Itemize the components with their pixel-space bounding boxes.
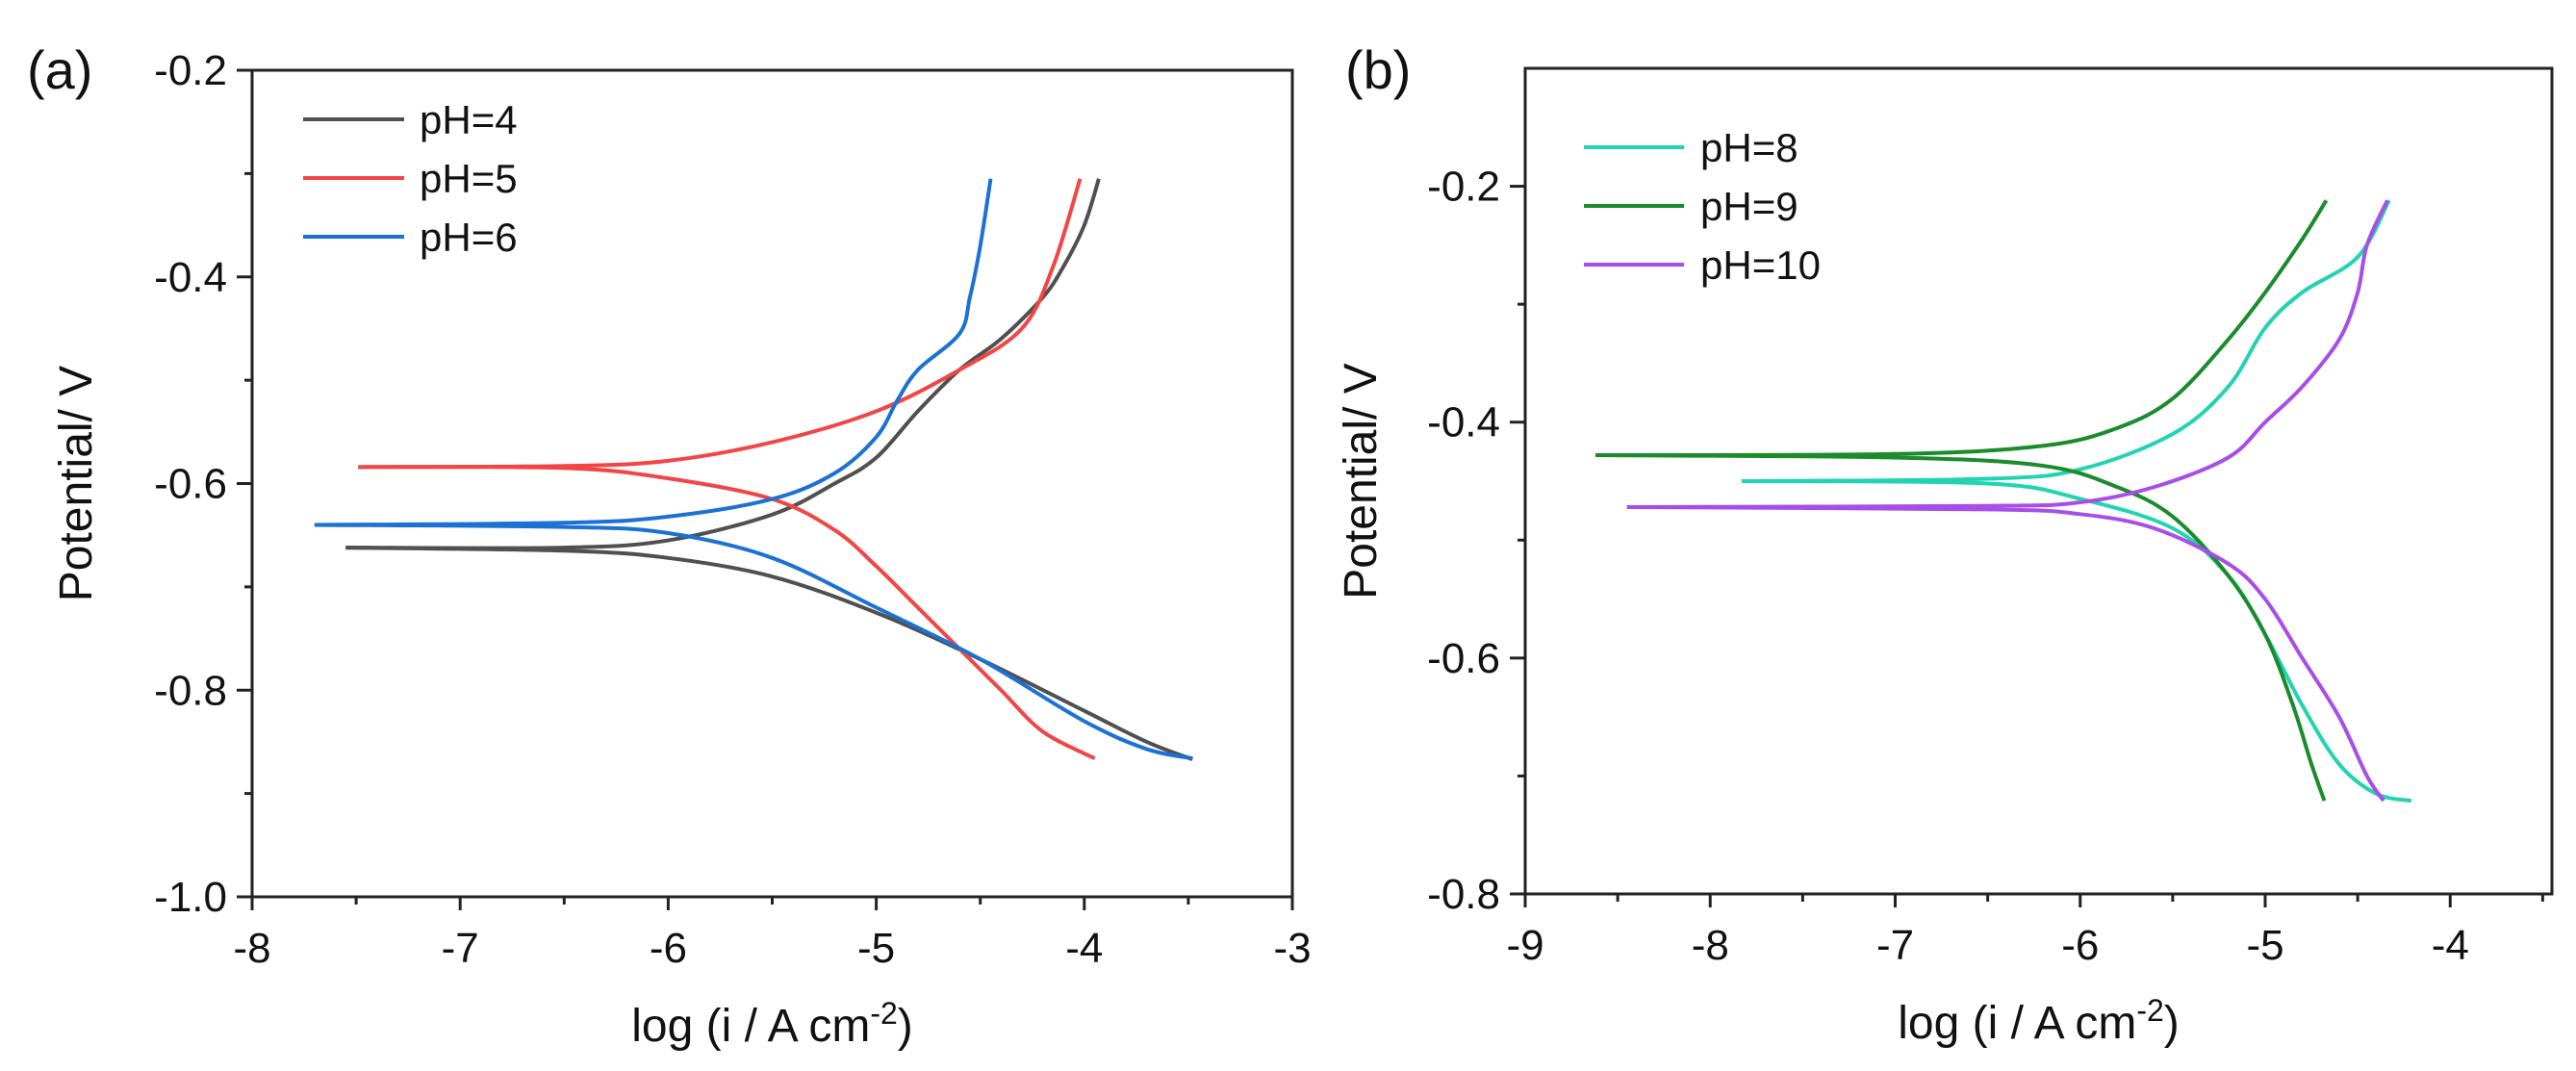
series-pH=6	[314, 178, 1193, 761]
y-tick-label: -0.4	[1427, 399, 1500, 446]
panel-label: (a)	[27, 39, 92, 100]
y-tick-label: -0.8	[154, 667, 227, 714]
x-tick-label: -5	[2246, 922, 2283, 969]
x-tick-label: -9	[1506, 922, 1543, 969]
x-axis-label: log (i / A cm-2)	[631, 996, 913, 1052]
y-tick-label: -0.6	[154, 461, 227, 508]
panel-a: (a) -8 -7 -6 -5 -4 -3 -0.2 -0.4 -0.6 -0.8 -1.0 log (…	[27, 39, 1312, 1052]
series-pH=9	[1595, 199, 2329, 802]
x-tick-label: -4	[1065, 925, 1103, 972]
x-axis-label-main: log (i / A cm	[1898, 998, 2136, 1049]
y-tick-label: -0.2	[154, 47, 227, 94]
x-tick-label: -7	[442, 925, 479, 972]
panel-b: (b) -9 -8 -7 -6 -5 -4 -0.2 -0.4 -0.6 -0.8 log (i / …	[1336, 39, 2554, 1049]
y-tick-label: -0.4	[154, 254, 227, 301]
x-tick-label: -5	[857, 925, 895, 972]
x-axis-label-close: )	[898, 1001, 913, 1052]
x-tick-label: -7	[1876, 922, 1914, 969]
x-axis-label-sup: -2	[870, 996, 897, 1031]
curve-cathodic-branch	[1626, 504, 2385, 803]
series-pH=5	[358, 178, 1096, 760]
y-axis-label: Potential/ V	[51, 366, 102, 601]
legend-label: pH=4	[420, 97, 518, 142]
series-pH=10	[1626, 199, 2389, 803]
x-tick-label: -4	[2432, 922, 2469, 969]
x-axis-label-close: )	[2164, 998, 2180, 1049]
panel-label: (b)	[1345, 39, 1411, 100]
x-tick-label: -3	[1273, 925, 1311, 972]
legend-label: pH=10	[1700, 242, 1821, 288]
y-tick-label: -0.6	[1427, 635, 1500, 682]
x-tick-label: -8	[233, 925, 270, 972]
y-tick-label: -0.2	[1427, 164, 1500, 211]
x-tick-label: -6	[2061, 922, 2099, 969]
curve-cathodic-branch	[345, 546, 1193, 762]
curve-cathodic-branch	[358, 465, 1096, 760]
x-axis-label-sup: -2	[2136, 993, 2163, 1028]
x-tick-label: -6	[650, 925, 687, 972]
x-tick-label: -8	[1692, 922, 1729, 969]
x-axis-label: log (i / A cm-2)	[1898, 993, 2180, 1049]
plot-frame	[1523, 66, 2554, 896]
curve-cathodic-branch	[1741, 479, 2412, 803]
legend-label: pH=9	[1700, 184, 1798, 229]
curve-anodic-branch	[314, 178, 993, 527]
legend-label: pH=5	[420, 156, 518, 201]
curve-anodic-branch	[1595, 199, 2329, 458]
y-axis-label: Potential/ V	[1336, 363, 1387, 599]
y-tick-label: -0.8	[1427, 871, 1500, 918]
curve-anodic-branch	[1626, 199, 2389, 509]
series-pH=4	[345, 178, 1193, 762]
curve-anodic-branch	[345, 178, 1101, 550]
curve-anodic-branch	[1741, 199, 2391, 483]
curve-anodic-branch	[358, 178, 1083, 470]
series-pH=8	[1741, 199, 2412, 803]
plot-frame	[250, 68, 1294, 899]
x-axis-label-main: log (i / A cm	[631, 1001, 870, 1052]
legend-label: pH=8	[1700, 125, 1798, 170]
curve-cathodic-branch	[314, 523, 1193, 761]
legend-label: pH=6	[420, 215, 518, 260]
y-tick-label: -1.0	[154, 874, 227, 921]
curve-cathodic-branch	[1595, 453, 2327, 802]
